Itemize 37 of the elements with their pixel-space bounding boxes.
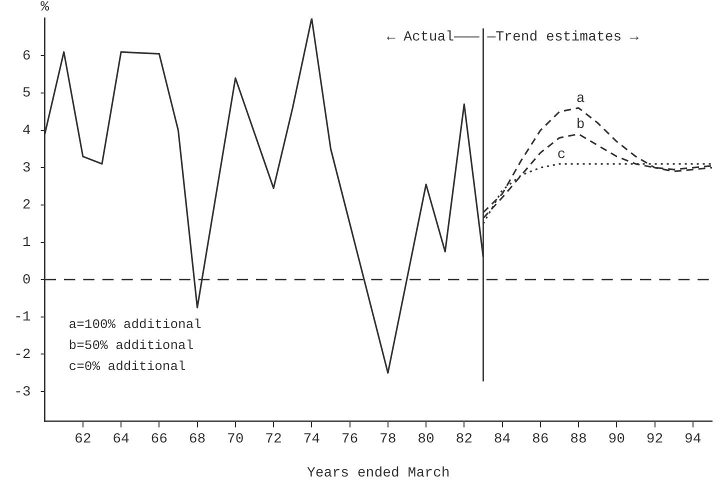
- x-tick-label: 84: [494, 432, 511, 448]
- y-axis-title: %: [40, 0, 50, 16]
- x-tick-label: 82: [456, 432, 473, 448]
- x-tick-label: 86: [532, 432, 549, 448]
- x-tick-label: 66: [150, 432, 168, 448]
- series-label: c: [557, 146, 566, 163]
- x-tick-label: 94: [684, 432, 702, 448]
- y-tick-label: -3: [14, 384, 31, 400]
- x-tick-label: 74: [303, 432, 320, 448]
- series-label: a: [576, 90, 585, 107]
- annotation: c=0% additional: [68, 359, 186, 374]
- x-tick-label: 76: [341, 432, 358, 448]
- series-label: b: [576, 117, 585, 134]
- x-tick-label: 90: [608, 432, 626, 448]
- y-tick-label: 3: [22, 160, 31, 176]
- x-tick-label: 80: [418, 432, 434, 448]
- x-tick-label: 70: [227, 432, 244, 448]
- y-tick-label: 1: [22, 234, 31, 251]
- annotation: b=50% additional: [68, 338, 194, 354]
- x-axis-title: Years ended March: [306, 465, 450, 482]
- x-tick-label: 62: [74, 432, 92, 448]
- y-tick-label: 5: [22, 86, 31, 102]
- y-tick-label: 4: [22, 123, 31, 140]
- y-tick-label: -2: [14, 346, 31, 363]
- x-tick-label: 72: [265, 432, 282, 448]
- y-tick-label: 0: [22, 272, 31, 288]
- y-tick-label: 2: [22, 198, 31, 214]
- annotation: a=100% additional: [68, 317, 202, 332]
- x-tick-label: 92: [646, 432, 664, 448]
- y-tick-label: 6: [22, 48, 31, 64]
- x-tick-label: 68: [188, 432, 206, 448]
- annotation: ← Actual———: [386, 29, 480, 46]
- x-tick-label: 88: [570, 432, 587, 448]
- y-tick-label: -1: [14, 310, 31, 326]
- x-tick-label: 64: [112, 432, 130, 448]
- x-tick-label: 78: [380, 432, 396, 448]
- annotation: —Trend estimates →: [486, 29, 640, 46]
